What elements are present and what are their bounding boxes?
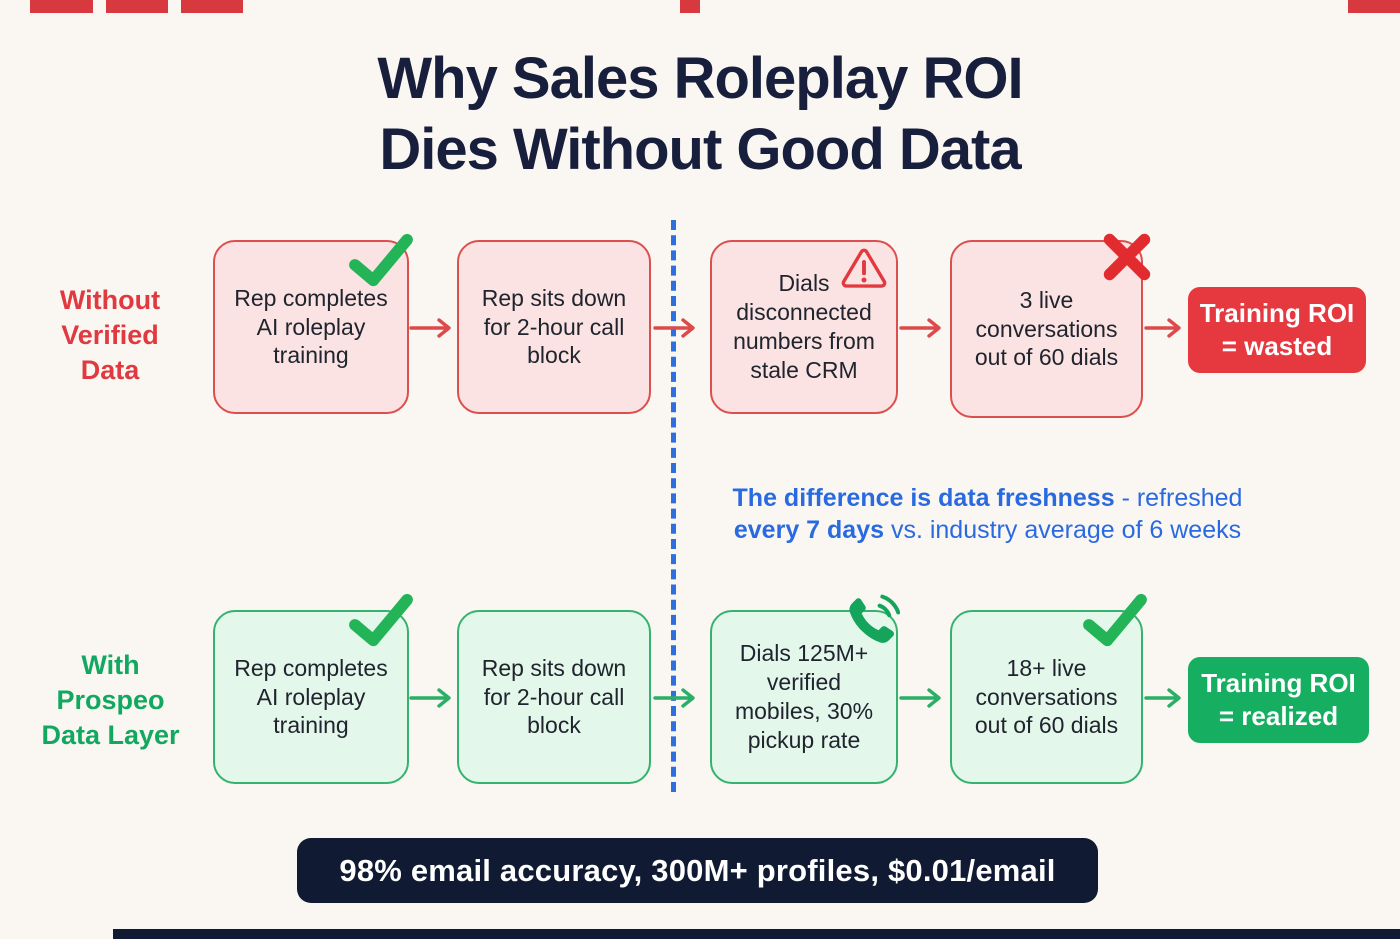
row-label-line: Data bbox=[80, 355, 140, 386]
result-badge-wasted: Training ROI = wasted bbox=[1188, 287, 1366, 373]
step-box-text: 18+ live conversations out of 60 dials bbox=[974, 654, 1119, 739]
row-label-line: Data Layer bbox=[41, 720, 180, 751]
result-badge-realized: Training ROI = realized bbox=[1188, 657, 1369, 743]
step-box-3-conversations: 3 live conversations out of 60 dials bbox=[950, 233, 1151, 418]
step-box-verified-dials: Dials 125M+ verified mobiles, 30% pickup… bbox=[710, 594, 900, 784]
step-box-text: Dials 125M+ verified mobiles, 30% pickup… bbox=[734, 640, 874, 753]
footer-stats-text: 98% email accuracy, 300M+ profiles, $0.0… bbox=[339, 852, 1056, 888]
step-box-text: Rep completes AI roleplay training bbox=[234, 654, 388, 739]
crop-artifact bbox=[181, 0, 243, 13]
flow-arrow bbox=[409, 318, 451, 338]
checkmark-icon bbox=[349, 593, 413, 647]
step-box-text: Rep completes AI roleplay training bbox=[234, 284, 388, 369]
step-box-text: Rep sits down for 2-hour call block bbox=[481, 284, 627, 369]
page-title-line2: Dies Without Good Data bbox=[379, 116, 1021, 182]
crop-artifact bbox=[1348, 0, 1400, 13]
note-bold-text: every 7 days bbox=[733, 516, 884, 544]
step-box-training-good: Rep completes AI roleplay training bbox=[213, 593, 413, 784]
checkmark-icon bbox=[1083, 593, 1147, 647]
flow-arrow bbox=[899, 318, 941, 338]
row-label-line: Without bbox=[59, 285, 161, 315]
crop-artifact bbox=[113, 929, 1400, 939]
step-box-text: Dials disconnected numbers from stale CR… bbox=[733, 270, 875, 383]
note-regular-text: vs. industry average of 6 weeks bbox=[884, 516, 1242, 544]
step-box-stale-dials: Dials disconnected numbers from stale CR… bbox=[710, 240, 898, 414]
step-box-text: Rep sits down for 2-hour call block bbox=[481, 654, 627, 739]
row-label-with-prospeo-data-layer: With Prospeo Data Layer bbox=[18, 648, 203, 753]
flow-arrow bbox=[653, 688, 695, 708]
crop-artifact bbox=[680, 0, 700, 13]
crop-artifact bbox=[106, 0, 168, 13]
step-box-callblock-good: Rep sits down for 2-hour call block bbox=[457, 610, 651, 784]
page-title-line1: Why Sales Roleplay ROI bbox=[377, 46, 1023, 111]
row-label-line: Prospeo bbox=[56, 685, 165, 716]
flow-arrow bbox=[1144, 318, 1181, 338]
note-bold-text: The difference is data freshness bbox=[732, 484, 1115, 512]
phone-ringing-icon bbox=[849, 594, 900, 643]
footer-stats-pill: 98% email accuracy, 300M+ profiles, $0.0… bbox=[297, 838, 1098, 903]
flow-arrow bbox=[899, 688, 941, 708]
page-title: Why Sales Roleplay ROI Dies Without Good… bbox=[0, 44, 1400, 186]
result-text: Training ROI = realized bbox=[1201, 667, 1356, 731]
flow-arrow bbox=[1144, 688, 1181, 708]
checkmark-icon bbox=[349, 233, 413, 287]
step-box-18-conversations: 18+ live conversations out of 60 dials bbox=[950, 593, 1147, 784]
data-freshness-note: The difference is data freshness - refre… bbox=[700, 482, 1275, 546]
divider-dashed-line bbox=[671, 220, 676, 792]
row-label-without-verified-data: Without Verified Data bbox=[30, 283, 190, 388]
step-box-callblock-bad: Rep sits down for 2-hour call block bbox=[457, 240, 651, 414]
crop-artifact bbox=[30, 0, 93, 13]
row-label-line: Verified bbox=[61, 320, 159, 351]
result-text: Training ROI = wasted bbox=[1199, 297, 1355, 361]
step-box-text: 3 live conversations out of 60 dials bbox=[974, 286, 1119, 371]
row-label-line: With bbox=[81, 650, 140, 680]
step-box-training-bad: Rep completes AI roleplay training bbox=[213, 233, 413, 414]
x-mark-icon bbox=[1103, 233, 1151, 281]
flow-arrow bbox=[653, 318, 695, 338]
note-regular-text: - refreshed bbox=[1114, 484, 1243, 512]
flow-arrow bbox=[409, 688, 451, 708]
